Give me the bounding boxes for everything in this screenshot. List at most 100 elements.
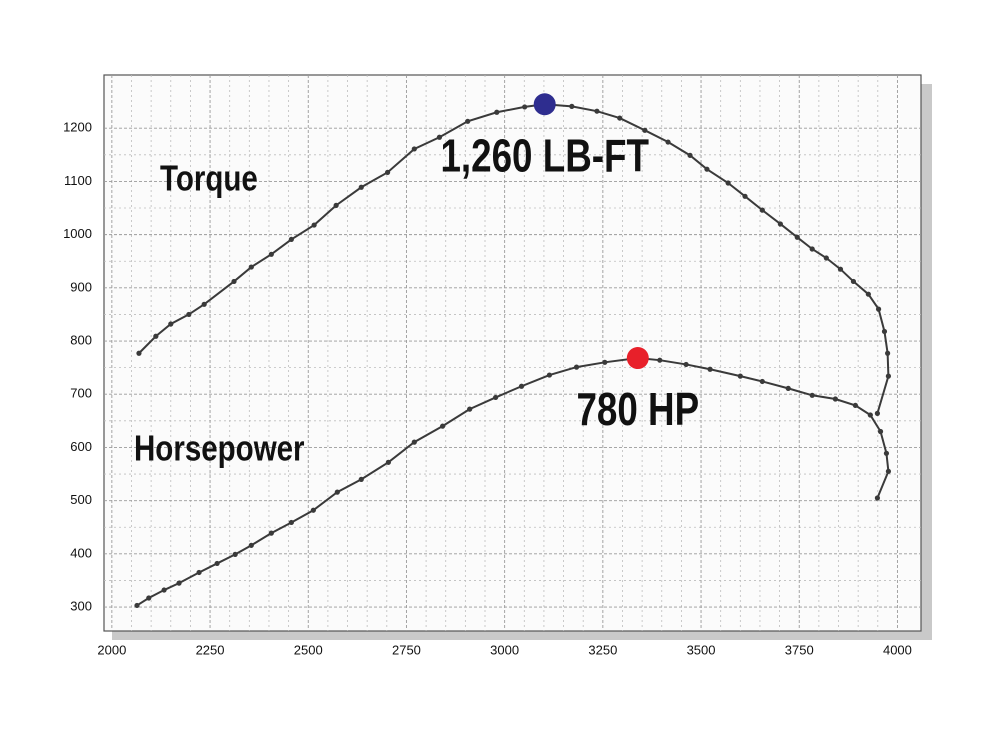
data-point	[617, 115, 623, 121]
data-point	[411, 439, 417, 445]
data-point	[231, 278, 237, 285]
data-point	[311, 222, 317, 228]
data-point	[168, 321, 174, 327]
data-point	[642, 127, 648, 133]
data-point	[809, 246, 815, 252]
data-point	[867, 412, 873, 418]
data-point	[522, 104, 528, 110]
y-tick-label: 600	[70, 439, 92, 454]
data-point	[385, 459, 391, 465]
y-tick-label: 1000	[63, 226, 92, 241]
x-tick-label: 3000	[490, 642, 519, 657]
data-point	[333, 202, 339, 208]
series-label-group: Torque	[160, 158, 258, 198]
data-point	[809, 392, 815, 398]
x-tick-label: 2000	[97, 642, 126, 657]
data-point	[742, 193, 748, 199]
data-point	[883, 450, 890, 456]
data-point	[874, 410, 881, 416]
data-point	[877, 428, 884, 435]
data-point	[657, 357, 663, 363]
data-point	[704, 166, 710, 172]
data-point	[573, 364, 580, 370]
x-tick-label: 4000	[883, 642, 912, 657]
data-point	[411, 146, 417, 152]
data-point	[885, 373, 891, 379]
data-point	[759, 378, 765, 385]
data-point	[176, 580, 182, 586]
annotation-group: 1,260 LB-FT	[440, 129, 649, 181]
series-label-group: Horsepower	[134, 428, 305, 468]
data-point	[546, 372, 553, 378]
data-point	[569, 103, 575, 109]
data-point	[602, 359, 608, 365]
x-tick-label: 3500	[687, 642, 716, 657]
data-point	[214, 560, 220, 567]
data-point	[794, 234, 800, 240]
data-point	[737, 373, 743, 379]
data-point	[467, 406, 473, 412]
series-label: Torque	[160, 158, 258, 198]
data-point	[268, 530, 274, 536]
annotation: 780 HP	[576, 383, 699, 435]
data-point	[725, 180, 731, 186]
y-tick-label: 400	[70, 545, 92, 560]
data-point	[384, 169, 391, 175]
data-point	[759, 207, 765, 213]
data-point	[358, 476, 364, 482]
data-point	[837, 266, 844, 272]
data-point	[186, 311, 192, 318]
data-point	[268, 251, 274, 257]
annotation: 1,260 LB-FT	[440, 129, 649, 181]
data-point	[885, 350, 891, 356]
data-point	[865, 291, 871, 297]
data-point	[518, 383, 525, 389]
data-point	[823, 255, 829, 261]
data-point	[852, 402, 859, 409]
data-point	[874, 495, 881, 501]
data-point	[785, 385, 791, 391]
data-point	[248, 264, 254, 270]
series-label: Horsepower	[134, 428, 305, 468]
data-point	[288, 519, 294, 526]
data-point	[875, 306, 882, 312]
data-point	[707, 366, 713, 372]
data-point	[665, 139, 671, 145]
data-point	[136, 350, 142, 356]
y-tick-label: 300	[70, 598, 92, 613]
x-tick-label: 2500	[294, 642, 323, 657]
data-point	[885, 468, 891, 474]
y-tick-label: 500	[70, 492, 92, 507]
x-tick-label: 2750	[392, 642, 421, 657]
data-point	[196, 569, 202, 576]
data-point	[436, 134, 443, 140]
data-point	[358, 184, 364, 190]
plot-frame	[103, 74, 922, 632]
data-point	[465, 118, 471, 124]
data-point	[232, 551, 238, 557]
data-point	[288, 236, 294, 243]
data-point	[161, 587, 167, 593]
data-point	[310, 507, 316, 513]
data-point	[493, 394, 499, 401]
y-tick-label: 1100	[64, 173, 92, 188]
data-point	[777, 221, 783, 227]
data-point	[134, 602, 140, 609]
data-point	[594, 108, 600, 114]
data-point	[683, 361, 689, 368]
annotation-group: 780 HP	[576, 383, 699, 435]
peak-marker	[626, 347, 649, 370]
data-point	[494, 109, 500, 115]
data-point	[153, 333, 159, 339]
y-tick-label: 1200	[63, 120, 92, 135]
data-point	[832, 396, 838, 402]
data-point	[439, 423, 446, 429]
data-point	[248, 542, 254, 548]
data-point	[334, 489, 340, 495]
data-point	[850, 278, 857, 285]
data-point	[201, 301, 207, 307]
data-point	[687, 152, 693, 158]
peak-marker	[533, 93, 556, 116]
data-point	[146, 595, 152, 601]
